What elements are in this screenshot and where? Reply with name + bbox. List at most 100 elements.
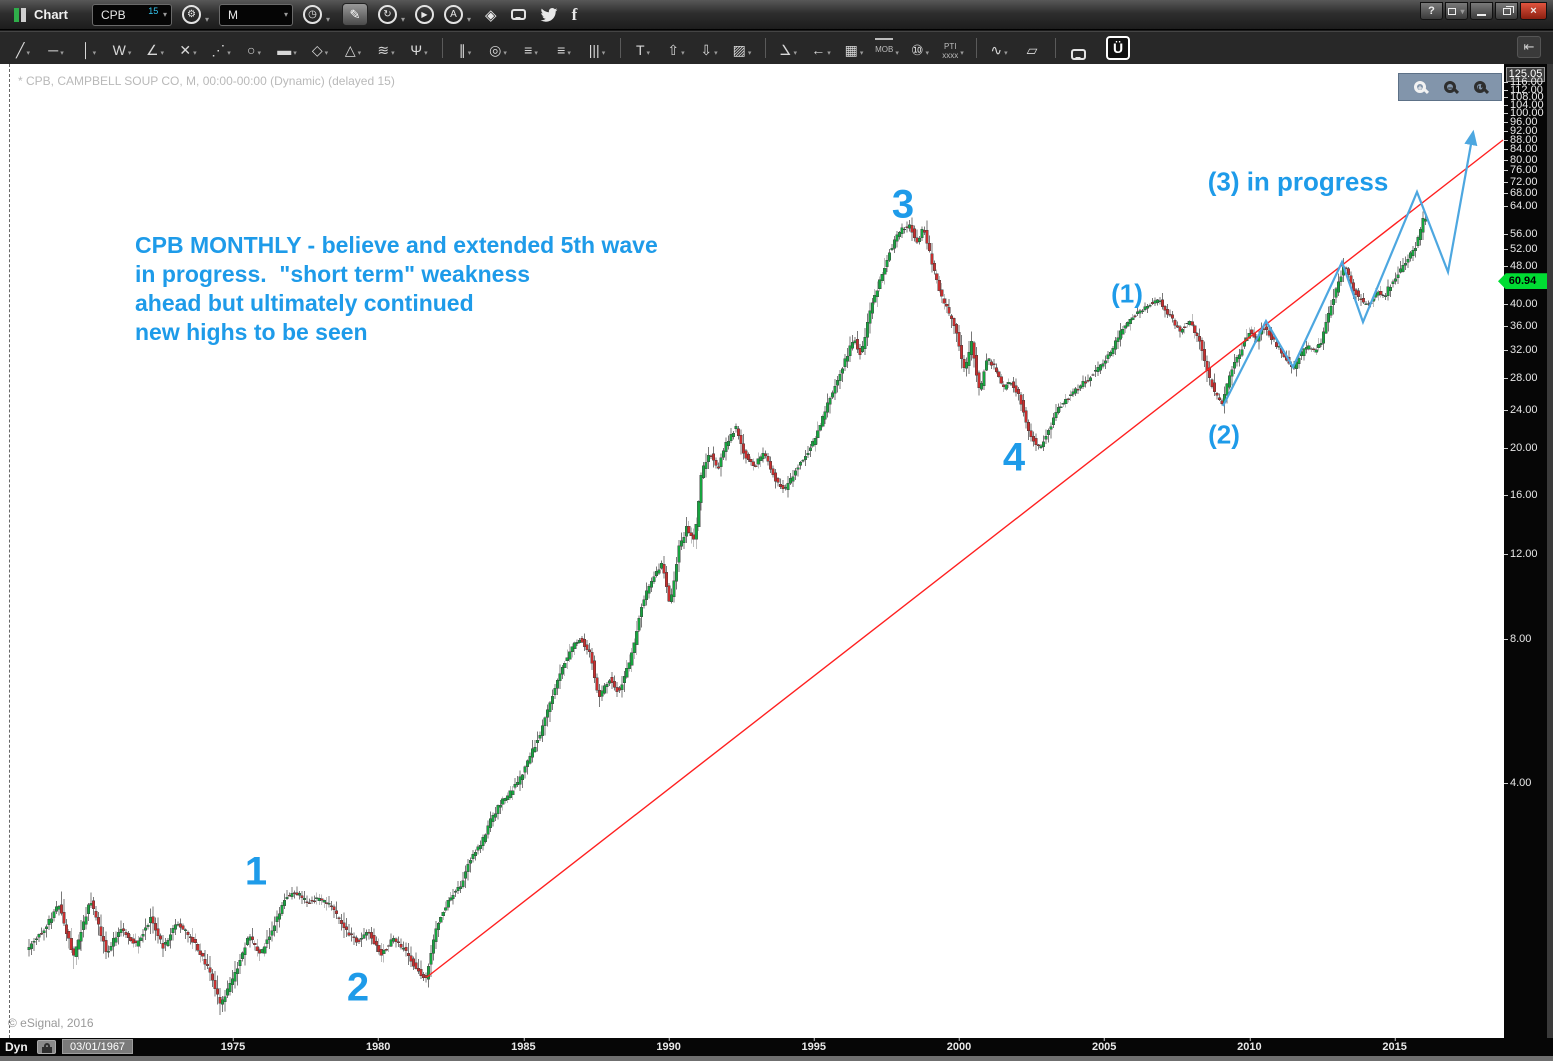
cross-lines-tool-button[interactable]: ✕ ▾	[175, 36, 201, 60]
symbol-input[interactable]: CPB 15 ▾	[91, 3, 172, 26]
wave-label[interactable]: 2	[346, 965, 370, 1010]
start-date-chip[interactable]: 03/01/1967	[62, 1039, 134, 1054]
extend-left-tool-button[interactable]: ← ▾	[808, 36, 834, 60]
candle-bodies	[27, 217, 1427, 1005]
wave-label[interactable]: 4	[1002, 435, 1026, 480]
wave-label[interactable]: (2)	[1208, 419, 1240, 450]
horizontal-line-tool-button[interactable]: ─ ▾	[43, 36, 69, 60]
eraser-tool-icon: ▱	[1026, 42, 1038, 58]
restore-button[interactable]	[1495, 2, 1518, 20]
arrow-up-marker-tool-button[interactable]: ⇧ ▾	[663, 36, 689, 60]
u-study-button[interactable]: Ü	[1106, 36, 1130, 60]
play-icon: ▶	[415, 5, 434, 24]
speed-lines-tool-button[interactable]: ⋰ ▾	[208, 36, 234, 60]
toolbar-divider	[976, 38, 977, 58]
comment-button[interactable]	[510, 9, 526, 20]
zoom-reset-icon[interactable]: ↺	[1474, 81, 1486, 93]
twitter-share-button[interactable]	[540, 7, 558, 22]
price-tick-label: 56.00	[1504, 227, 1538, 240]
mob-study-tool-button[interactable]: MOB ▾	[874, 36, 900, 60]
parallel-lines-tool-button[interactable]: ∥ ▾	[452, 36, 478, 60]
price-tick-label: 72.00	[1504, 175, 1538, 188]
triangle-tool-button[interactable]: △ ▾	[340, 36, 366, 60]
callout-tool-button[interactable]: ▨ ▾	[729, 36, 755, 60]
fib-time-zones-tool-button[interactable]: ||| ▾	[584, 36, 610, 60]
axis-high-label: 125.05	[1506, 67, 1545, 82]
wave-label[interactable]: (1)	[1111, 278, 1143, 309]
chevron-down-icon[interactable]: ▾	[283, 10, 288, 19]
chevron-down-icon: ▾	[681, 50, 685, 57]
twitter-bird-icon	[540, 7, 557, 22]
help-button[interactable]: ?	[1420, 2, 1443, 20]
decade-marker-tool-icon: ⑩	[910, 42, 924, 58]
mob-study-tool-icon: MOB	[875, 38, 894, 60]
text-tool-button[interactable]: T ▾	[630, 36, 656, 60]
analyst-note[interactable]: CPB MONTHLY - believe and extended 5th w…	[135, 232, 658, 345]
chevron-down-icon[interactable]: ▾	[162, 10, 167, 19]
chevron-down-icon: ▾	[601, 50, 606, 57]
wave-label[interactable]: (3) in progress	[1207, 166, 1389, 197]
window-menu-button[interactable]: ▾	[1445, 2, 1468, 20]
text-tool-icon: T	[635, 42, 645, 58]
pti-study-tool-button[interactable]: PTI xxxx ▾	[940, 36, 966, 60]
fib-circles-tool-button[interactable]: ◎ ▾	[485, 36, 511, 60]
facebook-share-button[interactable]: f	[572, 5, 578, 25]
fib-extension-tool-button[interactable]: ≡ ▾	[551, 36, 577, 60]
minimize-button[interactable]	[1470, 2, 1493, 20]
symbol-settings-button[interactable]: ⚙ ▾	[181, 5, 209, 24]
interval-select[interactable]: M ▾	[218, 3, 293, 26]
trend-fan-tool-button[interactable]: ∠ ▾	[142, 36, 168, 60]
price-axis[interactable]: 125.05 116.00 112.00 108.00 104.00 100.00 96.…	[1503, 64, 1547, 1038]
close-button[interactable]: ×	[1520, 2, 1547, 20]
fib-retracement-tool-button[interactable]: ≡ ▾	[518, 36, 544, 60]
chevron-down-icon: ▾	[26, 50, 30, 57]
wave-label[interactable]: 1	[244, 849, 268, 894]
price-tick-label: 20.00	[1504, 442, 1538, 455]
lock-button[interactable]	[37, 1040, 56, 1054]
price-tick-label: 116.00	[1504, 76, 1543, 89]
auto-trade-button[interactable]: A ▾	[444, 5, 471, 24]
pitchfork-tool-button[interactable]: Ψ ▾	[406, 36, 432, 60]
refresh-button[interactable]: ↻ ▾	[377, 5, 405, 24]
chevron-down-icon: ▾	[1004, 50, 1008, 57]
zigzag-tool-button[interactable]: W ▾	[109, 36, 135, 60]
ellipse-tool-button[interactable]: ○ ▾	[241, 36, 267, 60]
minimize-icon	[1477, 14, 1486, 16]
chart-area[interactable]: * CPB, CAMPBELL SOUP CO, M, 00:00-00:00 …	[0, 64, 1553, 1038]
pti-study-tool-icon: PTI xxxx	[942, 42, 959, 60]
trendline-tool-button[interactable]: ╱ ▾	[10, 36, 36, 60]
toolbar-divider	[765, 38, 766, 58]
pencil-icon: ✎	[349, 6, 361, 22]
facebook-icon: f	[571, 4, 578, 24]
callout-tool-icon: ▨	[732, 42, 746, 58]
chevron-down-icon: ▾	[193, 50, 197, 57]
eraser-tool-button[interactable]: ▱	[1019, 36, 1045, 60]
diamond-tool-button[interactable]: ◇ ▾	[307, 36, 333, 60]
replay-button[interactable]: ▶	[415, 5, 434, 24]
extend-left-tool-icon: ←	[811, 42, 826, 58]
pin-panel-button[interactable]: ⇤	[1517, 36, 1541, 58]
parallel-channel-tool-button[interactable]: ≋ ▾	[373, 36, 399, 60]
window-icon	[1448, 7, 1457, 15]
chevron-down-icon: ▾	[646, 50, 651, 57]
time-settings-button[interactable]: ◷ ▾	[302, 5, 330, 24]
chevron-down-icon: ▾	[467, 50, 472, 57]
decade-marker-tool-button[interactable]: ⑩ ▾	[907, 36, 933, 60]
window-edge	[1547, 64, 1553, 1038]
grid-tool-button[interactable]: ▦ ▾	[841, 36, 867, 60]
zoom-in-icon[interactable]: +	[1414, 81, 1426, 93]
wave-tool-button[interactable]: ∿ ▾	[986, 36, 1012, 60]
regression-tool-button[interactable]: ∠ ▾	[775, 36, 801, 60]
zoom-out-icon[interactable]: −	[1444, 81, 1456, 93]
trendline-tool-icon: ╱	[16, 42, 25, 58]
wave-label[interactable]: 3	[891, 182, 915, 227]
refresh-icon: ↻	[377, 5, 397, 24]
price-tick-label: 8.00	[1503, 632, 1532, 645]
vertical-line-tool-button[interactable]: │ ▾	[76, 36, 102, 60]
arrow-down-marker-tool-button[interactable]: ⇩ ▾	[696, 36, 722, 60]
price-tick-label: 48.00	[1504, 259, 1538, 272]
draw-mode-button[interactable]: ✎	[341, 3, 368, 26]
share-button[interactable]: ◈	[485, 6, 497, 24]
note-tool-button[interactable]	[1065, 36, 1091, 60]
rectangle-tool-button[interactable]: ▬ ▾	[274, 36, 300, 60]
